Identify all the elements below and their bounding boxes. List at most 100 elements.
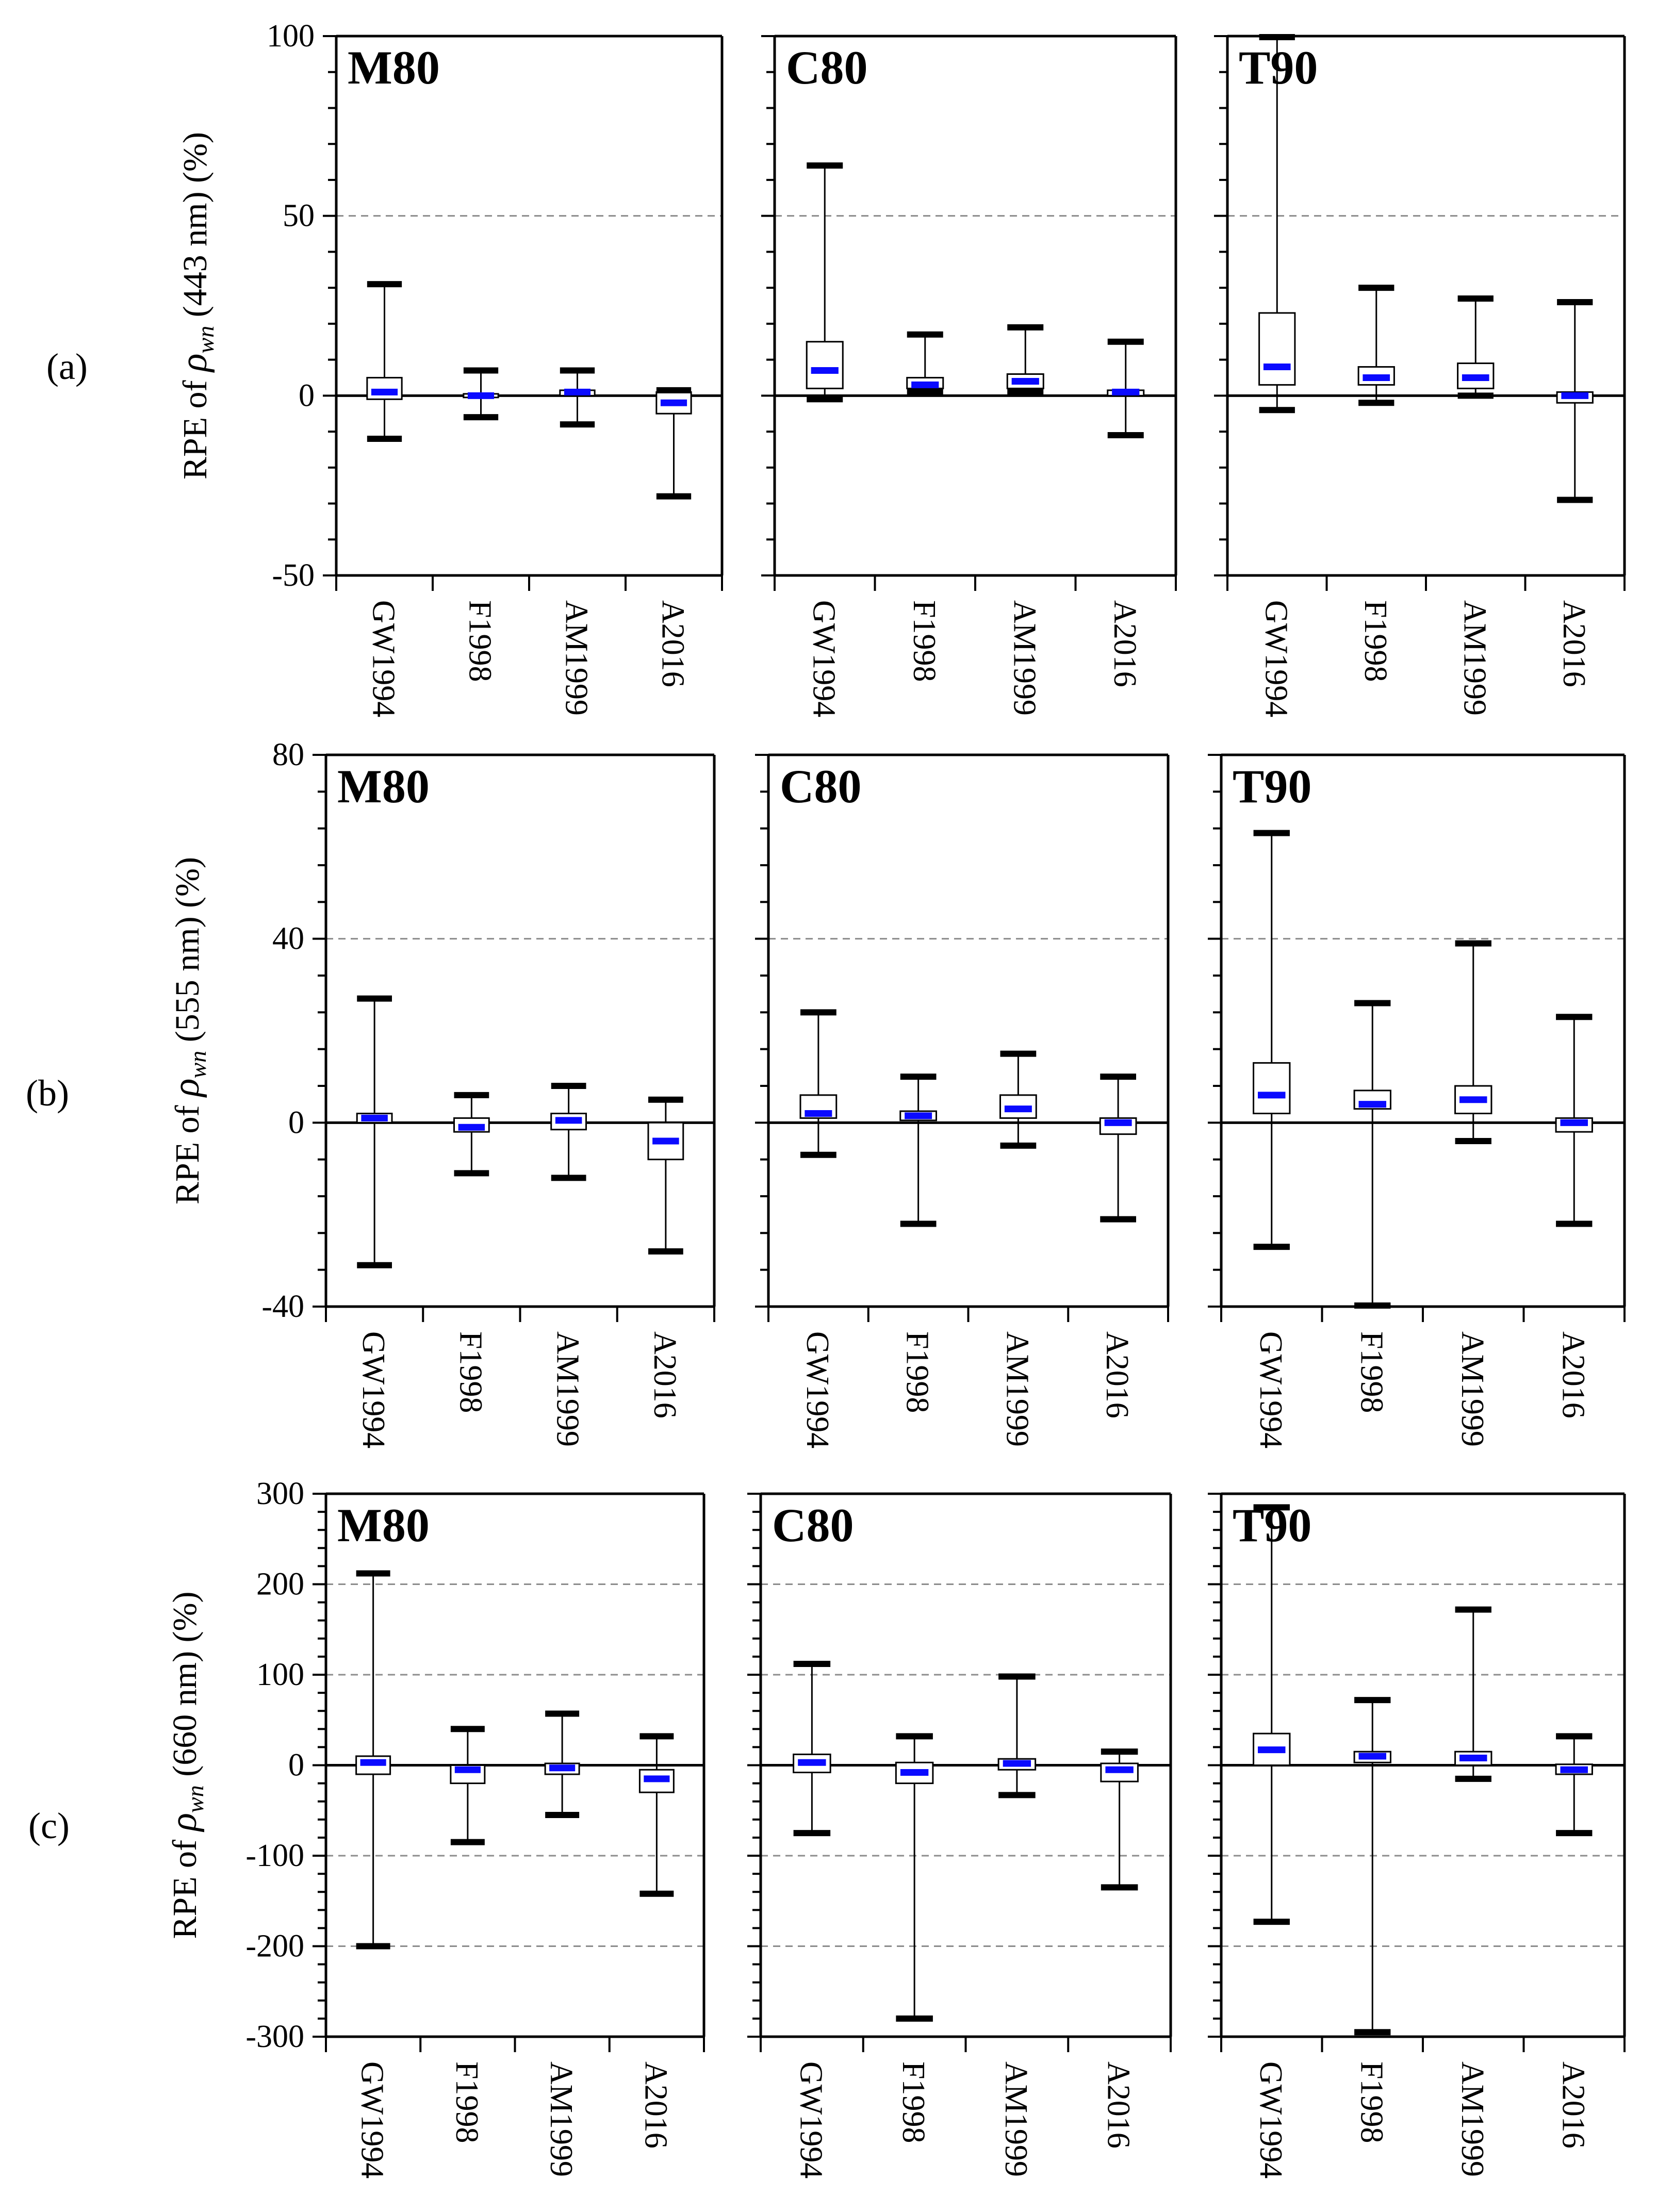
y-tick-label: 0: [288, 1748, 304, 1783]
y-axis-label-rho: ρ: [173, 353, 215, 373]
box-am1999: [544, 1710, 580, 1819]
box-a2016: [638, 1733, 675, 1897]
x-category-label: F1998: [900, 1331, 935, 1413]
y-axis-label-prefix: RPE of: [176, 372, 214, 480]
box-am1999: [559, 367, 596, 428]
x-category-label: F1998: [453, 1331, 488, 1413]
y-axis-label-suffix: (555 nm) (%): [169, 857, 206, 1051]
box-gw1994: [366, 281, 403, 442]
row-label: (b): [26, 1072, 69, 1114]
y-tick-label: -200: [245, 1929, 304, 1964]
x-category-label: F1998: [896, 2061, 931, 2143]
panel-t90: GW1994 F1998 AM1999 A2016 T90: [1208, 1492, 1626, 2178]
y-tick-label: 100: [267, 19, 315, 54]
y-tick-label: -50: [272, 558, 315, 593]
row-label: (a): [46, 346, 88, 387]
x-category-label: F1998: [449, 2061, 484, 2143]
x-category-label: AM1999: [1455, 1331, 1490, 1447]
box-f1998: [1357, 285, 1395, 406]
panel-title: T90: [1233, 1499, 1311, 1551]
y-tick-label: -100: [245, 1838, 304, 1873]
y-axis-label-subscript: wn: [182, 1785, 208, 1813]
x-category-label: AM1999: [999, 1331, 1035, 1447]
y-tick-label: 80: [272, 737, 304, 772]
y-tick-label: 200: [256, 1567, 304, 1602]
x-category-label: AM1999: [1007, 600, 1042, 716]
x-category-label: A2016: [655, 600, 691, 687]
panel-t90: GW1994 F1998 AM1999 A2016 T90: [1208, 753, 1626, 1448]
y-tick-label: -300: [245, 2019, 304, 2054]
y-tick-label: 0: [288, 1105, 304, 1140]
panel-m80: -40 0 40 80 GW1994 F1998 AM1999 A2016 M80: [261, 737, 716, 1448]
x-category-label: A2016: [1555, 1331, 1590, 1418]
panel-t90: GW1994 F1998 AM1999 A2016 T90: [1214, 34, 1626, 717]
panel-title: C80: [772, 1499, 854, 1551]
box-gw1994: [799, 1009, 838, 1158]
box-gw1994: [1253, 1504, 1291, 1925]
x-category-label: AM1999: [998, 2061, 1033, 2177]
box-a2016: [1555, 1733, 1593, 1837]
y-axis-label-rho: ρ: [162, 1813, 205, 1833]
x-category-label: GW1994: [366, 600, 401, 717]
panel-title: T90: [1239, 41, 1318, 94]
panel-title: T90: [1233, 760, 1311, 813]
y-tick-label: 0: [299, 378, 315, 413]
y-axis-label: RPE of ρwn (660 nm) (%): [162, 1592, 208, 1939]
box-f1998: [453, 1092, 490, 1177]
x-category-label: GW1994: [1258, 600, 1293, 717]
y-axis-label-suffix: (660 nm) (%): [166, 1592, 204, 1786]
box-gw1994: [793, 1660, 831, 1837]
panel-m80: -50 0 50 100 GW1994 F1998 AM1999 A2016 M80: [267, 19, 724, 717]
box-iqr: [1253, 1062, 1291, 1115]
x-category-label: AM1999: [559, 600, 594, 716]
chart-row-3: (c) RPE of ρwn (660 nm) (%) -300 -200 -100 0 1…: [28, 1476, 1626, 2178]
x-category-label: F1998: [1354, 1331, 1389, 1413]
panel-c80: GW1994 F1998 AM1999 A2016 C80: [761, 35, 1177, 717]
box-gw1994: [1258, 34, 1296, 414]
x-category-label: F1998: [463, 600, 498, 682]
box-iqr: [366, 376, 403, 400]
box-gw1994: [355, 1570, 391, 1950]
x-category-label: F1998: [907, 600, 942, 682]
x-category-label: AM1999: [1455, 2061, 1490, 2177]
x-category-label: A2016: [1101, 2061, 1136, 2149]
box-a2016: [1100, 1748, 1139, 1891]
y-tick-label: 300: [256, 1476, 304, 1511]
box-a2016: [1099, 1074, 1137, 1223]
x-category-label: GW1994: [793, 2061, 828, 2178]
y-axis-label-rho: ρ: [165, 1078, 207, 1098]
y-axis-label-subscript: wn: [192, 326, 219, 354]
y-axis-label: RPE of ρwn (555 nm) (%): [165, 857, 211, 1204]
box-f1998: [895, 1733, 934, 2022]
x-category-label: AM1999: [1457, 600, 1492, 716]
box-am1999: [999, 1050, 1037, 1149]
box-am1999: [550, 1083, 587, 1181]
box-am1999: [1457, 295, 1495, 399]
panel-title: C80: [786, 41, 867, 94]
x-category-label: GW1994: [800, 1331, 835, 1448]
panel-title: M80: [348, 41, 440, 94]
box-f1998: [899, 1074, 937, 1227]
x-category-label: F1998: [1358, 600, 1393, 682]
x-category-label: A2016: [1107, 600, 1142, 687]
y-tick-label: 40: [272, 921, 304, 956]
x-category-label: AM1999: [544, 2061, 579, 2177]
box-a2016: [1107, 338, 1145, 439]
x-category-label: F1998: [1354, 2061, 1389, 2143]
x-category-label: GW1994: [1253, 1331, 1288, 1448]
x-category-label: GW1994: [806, 600, 841, 717]
box-iqr: [806, 341, 844, 389]
panel-title: M80: [337, 760, 430, 813]
box-f1998: [1353, 1000, 1391, 1309]
x-category-label: A2016: [638, 2061, 673, 2149]
box-a2016: [1556, 299, 1594, 503]
chart-row-1: (a) RPE of ρwn (443 nm) (%) -50 0 50 100 GW199…: [46, 19, 1626, 717]
x-category-label: A2016: [1100, 1331, 1135, 1418]
panel-title: M80: [337, 1499, 430, 1551]
y-axis-label-prefix: RPE of: [169, 1097, 206, 1204]
x-category-label: GW1994: [356, 1331, 391, 1448]
y-axis-label-suffix: (443 nm) (%): [176, 132, 214, 326]
y-axis-label: RPE of ρwn (443 nm) (%): [173, 132, 219, 480]
box-f1998: [1353, 1697, 1391, 2036]
